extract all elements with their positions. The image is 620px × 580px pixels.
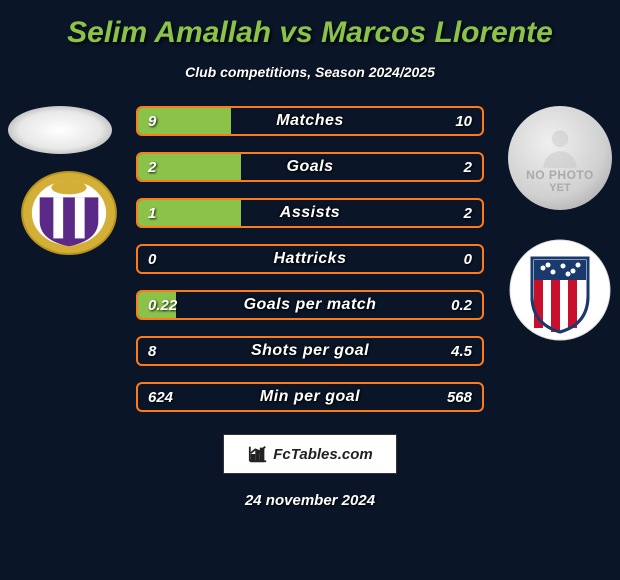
- subtitle: Club competitions, Season 2024/2025: [0, 64, 620, 80]
- stat-row: 84.5Shots per goal: [136, 336, 484, 366]
- stat-row: 12Assists: [136, 198, 484, 228]
- page-title: Selim Amallah vs Marcos Llorente: [0, 16, 620, 50]
- chart-icon: [247, 444, 269, 464]
- stat-label: Hattricks: [138, 246, 482, 272]
- stat-label: Assists: [138, 200, 482, 226]
- club-badge-right: [508, 238, 612, 342]
- stat-row: 22Goals: [136, 152, 484, 182]
- comparison-card: Selim Amallah vs Marcos Llorente Club co…: [0, 0, 620, 580]
- player-right-avatar-placeholder: NO PHOTO YET: [508, 106, 612, 210]
- stat-label: Matches: [138, 108, 482, 134]
- stat-row: 624568Min per goal: [136, 382, 484, 412]
- atletico-crest-icon: [508, 238, 612, 342]
- valladolid-crest-icon: [20, 170, 118, 256]
- stat-label: Goals: [138, 154, 482, 180]
- stat-label: Shots per goal: [138, 338, 482, 364]
- footer-date: 24 november 2024: [0, 492, 620, 509]
- logo-text: FcTables.com: [273, 446, 372, 463]
- club-badge-left: [20, 170, 118, 256]
- player-left-avatar: [8, 106, 112, 154]
- stat-row: 910Matches: [136, 106, 484, 136]
- stat-label: Min per goal: [138, 384, 482, 410]
- comparison-bars: 910Matches 22Goals 12Assists 00Hattricks 0.2…: [136, 106, 484, 428]
- stat-label: Goals per match: [138, 292, 482, 318]
- person-icon: [535, 122, 585, 172]
- site-logo[interactable]: FcTables.com: [223, 434, 397, 474]
- main-area: NO PHOTO YET: [0, 106, 620, 416]
- placeholder-text-bottom: YET: [549, 182, 570, 194]
- stat-row: 00Hattricks: [136, 244, 484, 274]
- stat-row: 0.220.2Goals per match: [136, 290, 484, 320]
